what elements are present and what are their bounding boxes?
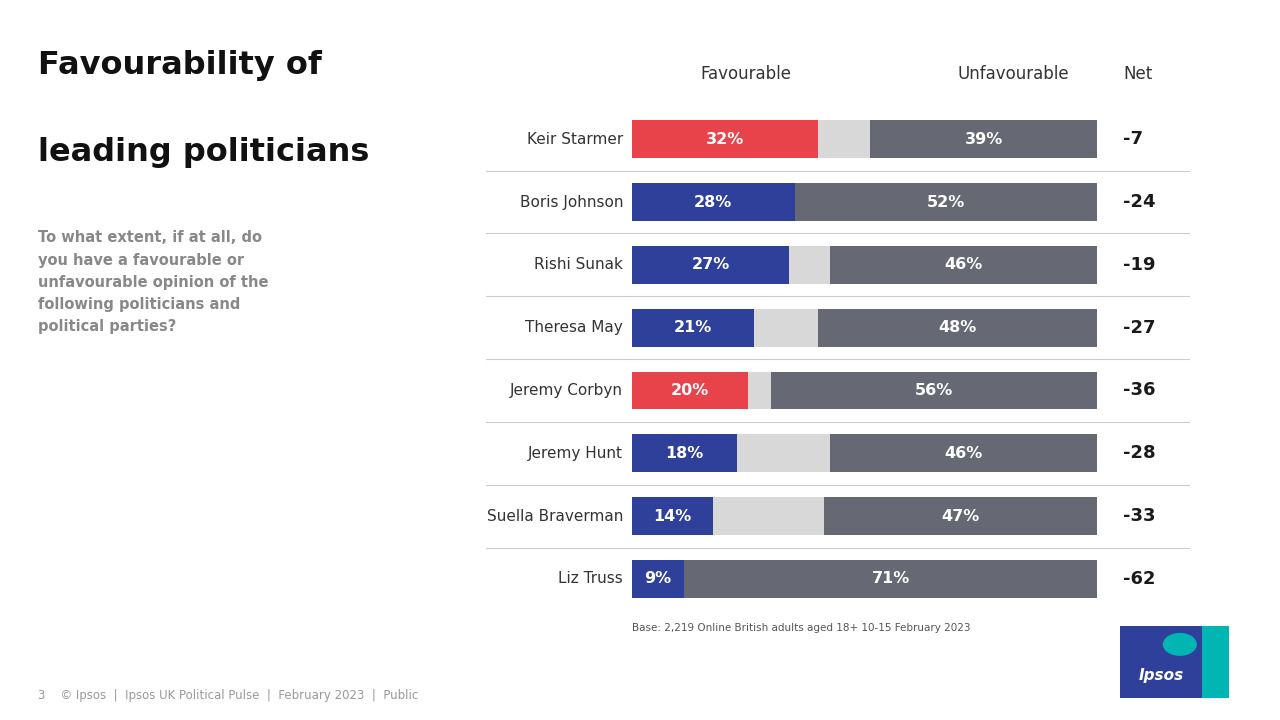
- Text: Suella Braverman: Suella Braverman: [486, 508, 623, 523]
- Bar: [632, 183, 1097, 221]
- Text: 18%: 18%: [666, 446, 703, 461]
- Text: 27%: 27%: [691, 257, 730, 272]
- Text: 47%: 47%: [942, 508, 979, 523]
- Text: 71%: 71%: [872, 572, 910, 586]
- Text: leading politicians: leading politicians: [38, 137, 370, 168]
- Text: 48%: 48%: [938, 320, 977, 336]
- Text: Base: 2,219 Online British adults aged 18+ 10-15 February 2023: Base: 2,219 Online British adults aged 1…: [632, 623, 970, 633]
- Text: 9%: 9%: [644, 572, 672, 586]
- Text: Keir Starmer: Keir Starmer: [527, 132, 623, 147]
- Bar: [632, 434, 1097, 472]
- Text: Boris Johnson: Boris Johnson: [520, 194, 623, 210]
- Text: Favourable: Favourable: [700, 65, 791, 83]
- Bar: [632, 120, 1097, 158]
- Bar: [829, 246, 1097, 284]
- Text: To what extent, if at all, do
you have a favourable or
unfavourable opinion of t: To what extent, if at all, do you have a…: [38, 230, 269, 334]
- Text: Theresa May: Theresa May: [525, 320, 623, 336]
- Text: 20%: 20%: [671, 383, 709, 398]
- FancyBboxPatch shape: [1202, 626, 1229, 698]
- Bar: [632, 560, 1097, 598]
- Text: 46%: 46%: [945, 446, 983, 461]
- Text: 39%: 39%: [965, 132, 1004, 147]
- Text: -27: -27: [1124, 319, 1156, 337]
- Text: 21%: 21%: [673, 320, 712, 336]
- Bar: [632, 183, 795, 221]
- Text: Jeremy Hunt: Jeremy Hunt: [529, 446, 623, 461]
- Text: 3    © Ipsos  |  Ipsos UK Political Pulse  |  February 2023  |  Public: 3 © Ipsos | Ipsos UK Political Pulse | F…: [38, 689, 419, 702]
- Bar: [632, 498, 1097, 535]
- Text: 32%: 32%: [705, 132, 744, 147]
- Text: 52%: 52%: [927, 194, 965, 210]
- Text: -33: -33: [1124, 507, 1156, 525]
- Circle shape: [1164, 634, 1196, 655]
- Bar: [824, 498, 1097, 535]
- Text: -7: -7: [1124, 130, 1143, 148]
- Bar: [870, 120, 1097, 158]
- Text: 56%: 56%: [915, 383, 954, 398]
- Text: Jeremy Corbyn: Jeremy Corbyn: [511, 383, 623, 398]
- Text: 28%: 28%: [694, 194, 732, 210]
- Text: Net: Net: [1124, 65, 1153, 83]
- Bar: [632, 309, 1097, 346]
- Bar: [795, 183, 1097, 221]
- Text: Rishi Sunak: Rishi Sunak: [534, 257, 623, 272]
- Text: -24: -24: [1124, 193, 1156, 211]
- Bar: [632, 246, 1097, 284]
- Bar: [685, 560, 1097, 598]
- Bar: [772, 372, 1097, 410]
- Bar: [632, 246, 788, 284]
- Text: 14%: 14%: [654, 508, 691, 523]
- Text: -19: -19: [1124, 256, 1156, 274]
- Text: Liz Truss: Liz Truss: [558, 572, 623, 586]
- Bar: [829, 434, 1097, 472]
- Text: -36: -36: [1124, 382, 1156, 400]
- Bar: [632, 560, 685, 598]
- Bar: [632, 372, 749, 410]
- Bar: [632, 372, 1097, 410]
- Text: Unfavourable: Unfavourable: [957, 65, 1069, 83]
- Text: -28: -28: [1124, 444, 1156, 462]
- Text: Ipsos: Ipsos: [1138, 668, 1184, 683]
- Bar: [818, 309, 1097, 346]
- Bar: [632, 309, 754, 346]
- Text: -62: -62: [1124, 570, 1156, 588]
- Text: 46%: 46%: [945, 257, 983, 272]
- Bar: [632, 120, 818, 158]
- Bar: [632, 498, 713, 535]
- Bar: [632, 434, 736, 472]
- FancyBboxPatch shape: [1120, 626, 1202, 698]
- Text: Favourability of: Favourability of: [38, 50, 323, 81]
